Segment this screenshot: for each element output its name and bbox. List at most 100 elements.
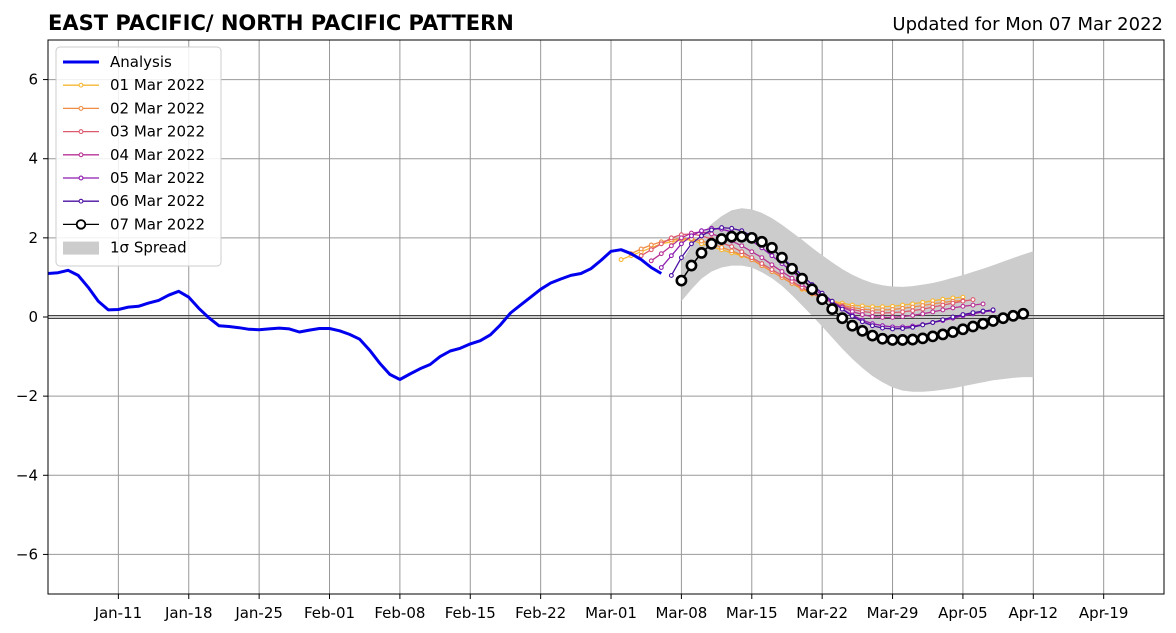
legend-swatch-marker bbox=[78, 175, 84, 181]
forecast-point bbox=[890, 310, 895, 316]
y-tick-label: −6 bbox=[16, 545, 38, 563]
forecast-point bbox=[678, 235, 684, 241]
forecast-point bbox=[967, 320, 979, 333]
forecast-point bbox=[970, 297, 976, 303]
forecast-point bbox=[668, 235, 674, 241]
forecast-point bbox=[890, 314, 895, 320]
forecast-point bbox=[849, 313, 855, 319]
legend-swatch-spread bbox=[63, 241, 99, 255]
legend-label: 05 Mar 2022 bbox=[110, 169, 205, 187]
forecast-point bbox=[896, 334, 909, 346]
legend-swatch-marker bbox=[78, 82, 84, 88]
forecast-point bbox=[920, 306, 926, 312]
forecast-point bbox=[970, 310, 976, 316]
forecast-point bbox=[880, 310, 885, 316]
forecast-point bbox=[749, 255, 755, 261]
forecast-point bbox=[980, 301, 986, 307]
y-tick-label: 6 bbox=[28, 71, 38, 89]
series-group bbox=[618, 225, 1030, 346]
chart-title: EAST PACIFIC/ NORTH PACIFIC PATTERN bbox=[48, 11, 514, 35]
legend-box bbox=[55, 46, 222, 267]
forecast-point bbox=[930, 320, 936, 325]
forecast-point bbox=[920, 322, 926, 328]
y-tick-label: 2 bbox=[28, 229, 38, 247]
forecast-point bbox=[725, 230, 738, 243]
x-tick-label: Mar-15 bbox=[726, 604, 778, 622]
x-tick-label: Mar-22 bbox=[796, 604, 848, 622]
forecast-point bbox=[709, 231, 715, 237]
forecast-point bbox=[900, 326, 906, 331]
forecast-point bbox=[1007, 309, 1020, 322]
forecast-point bbox=[699, 238, 704, 244]
legend-label: Analysis bbox=[110, 53, 172, 71]
forecast-point bbox=[759, 261, 765, 267]
forecast-point bbox=[729, 248, 735, 254]
forecast-point bbox=[769, 267, 775, 272]
legend-label: 03 Mar 2022 bbox=[110, 123, 205, 141]
forecast-point bbox=[658, 251, 664, 257]
legend-label: 06 Mar 2022 bbox=[110, 192, 205, 210]
forecast-point bbox=[987, 315, 999, 327]
y-tick-label: 4 bbox=[28, 150, 38, 168]
x-tick-label: Feb-22 bbox=[515, 604, 566, 622]
forecast-point bbox=[685, 259, 698, 272]
forecast-point bbox=[906, 333, 919, 346]
forecast-point bbox=[658, 241, 664, 247]
forecast-point bbox=[1017, 307, 1030, 320]
forecast-point bbox=[719, 244, 725, 250]
forecast-point bbox=[977, 317, 989, 330]
forecast-point bbox=[960, 303, 966, 309]
forecast-point bbox=[745, 231, 758, 244]
forecast-point bbox=[839, 306, 845, 312]
forecast-point bbox=[769, 253, 775, 259]
forecast-point bbox=[638, 253, 644, 259]
forecast-point bbox=[960, 298, 966, 304]
x-tick-label: Feb-01 bbox=[304, 604, 355, 622]
forecast-point bbox=[739, 249, 745, 255]
forecast-point bbox=[769, 262, 775, 268]
forecast-point bbox=[779, 273, 785, 278]
legend-label: 02 Mar 2022 bbox=[110, 99, 205, 117]
forecast-point bbox=[658, 265, 664, 270]
forecast-point bbox=[960, 312, 966, 318]
x-tick-label: Mar-29 bbox=[867, 604, 919, 622]
forecast-point bbox=[715, 233, 728, 245]
forecast-point bbox=[678, 241, 684, 247]
analysis-line bbox=[47, 248, 663, 381]
forecast-point bbox=[709, 227, 715, 233]
forecast-point bbox=[668, 273, 674, 278]
forecast-point bbox=[699, 233, 704, 239]
y-tick-label: −2 bbox=[16, 387, 38, 405]
forecast-point bbox=[705, 237, 718, 250]
forecast-point bbox=[900, 309, 906, 315]
forecast-point bbox=[755, 235, 768, 248]
forecast-point bbox=[930, 309, 936, 315]
forecast-point bbox=[759, 255, 765, 261]
forecast-point bbox=[786, 262, 798, 275]
forecast-point bbox=[916, 332, 929, 345]
forecast-point bbox=[866, 329, 879, 342]
forecast-point bbox=[836, 312, 849, 325]
forecast-point bbox=[859, 319, 865, 325]
analysis-series-group bbox=[47, 248, 663, 381]
forecast-point bbox=[826, 303, 839, 315]
forecast-point bbox=[776, 251, 788, 264]
forecast-point bbox=[946, 326, 959, 338]
forecast-point bbox=[950, 305, 956, 311]
forecast-point bbox=[789, 275, 795, 281]
y-tick-label: 0 bbox=[28, 308, 38, 326]
forecast-point bbox=[940, 307, 946, 313]
forecast-point bbox=[816, 293, 829, 306]
forecast-point bbox=[765, 241, 778, 254]
x-tick-label: Jan-18 bbox=[164, 604, 213, 622]
x-tick-label: Apr-19 bbox=[1079, 604, 1129, 622]
forecast-point bbox=[910, 308, 916, 314]
forecast-point bbox=[950, 300, 956, 306]
forecast-point bbox=[735, 230, 748, 243]
forecast-point bbox=[910, 324, 916, 330]
forecast-point bbox=[729, 225, 735, 231]
forecast-point bbox=[729, 244, 735, 250]
forecast-point bbox=[910, 312, 916, 318]
forecast-point bbox=[829, 298, 835, 304]
y-axis: −6 −4 −2 0 2 4 6 bbox=[16, 71, 48, 563]
